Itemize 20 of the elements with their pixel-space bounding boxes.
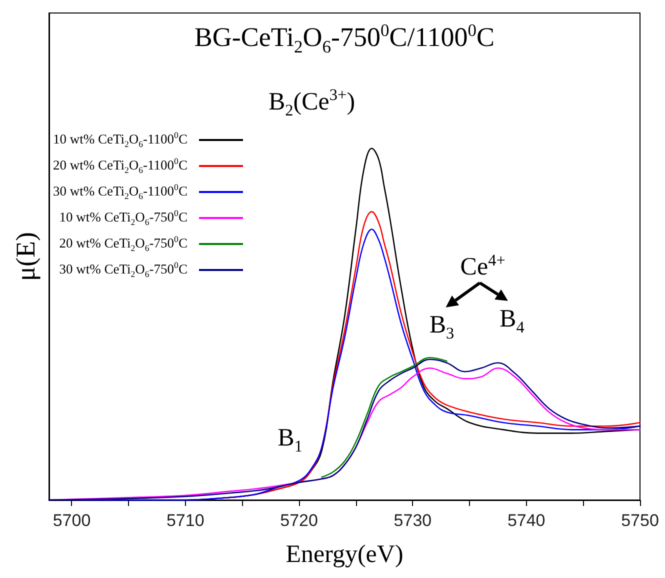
legend-label: 30 wt% CeTi$_{2}$O$_{6}$-750$^{0}$C: [59, 260, 188, 280]
annotation: Ce$^{4+}$: [460, 251, 506, 281]
legend-label: 10 wt% CeTi$_{2}$O$_{6}$-750$^{0}$C: [59, 208, 188, 228]
x-tick-label: 5700: [52, 511, 91, 530]
annotation: B$_{3}$: [429, 312, 454, 343]
x-axis-title: Energy(eV): [286, 541, 404, 568]
annotation: B$_{2}$(Ce$^{3+}$): [268, 86, 356, 120]
chart-title: BG-CeTi$_{2}$O$_{6}$-750$^{0}$C/1100$^{0}$C: [194, 20, 495, 56]
x-tick-label: 5740: [507, 511, 546, 530]
annotation: B$_{1}$: [278, 424, 302, 456]
y-axis-title: μ(E): [10, 232, 40, 281]
legend-label: 20 wt% CeTi$_{2}$O$_{6}$-1100$^{0}$C: [53, 156, 188, 176]
x-tick-label: 5720: [280, 511, 318, 530]
annotation: B$_{4}$: [500, 305, 524, 336]
x-tick-label: 5730: [394, 511, 432, 530]
legend-label: 20 wt% CeTi$_{2}$O$_{6}$-750$^{0}$C: [59, 234, 188, 254]
legend-label: 10 wt% CeTi$_{2}$O$_{6}$-1100$^{0}$C: [53, 130, 188, 150]
legend-label: 30 wt% CeTi$_{2}$O$_{6}$-1100$^{0}$C: [53, 182, 188, 202]
x-tick-label: 5750: [621, 511, 659, 530]
x-tick-label: 5710: [166, 511, 204, 530]
